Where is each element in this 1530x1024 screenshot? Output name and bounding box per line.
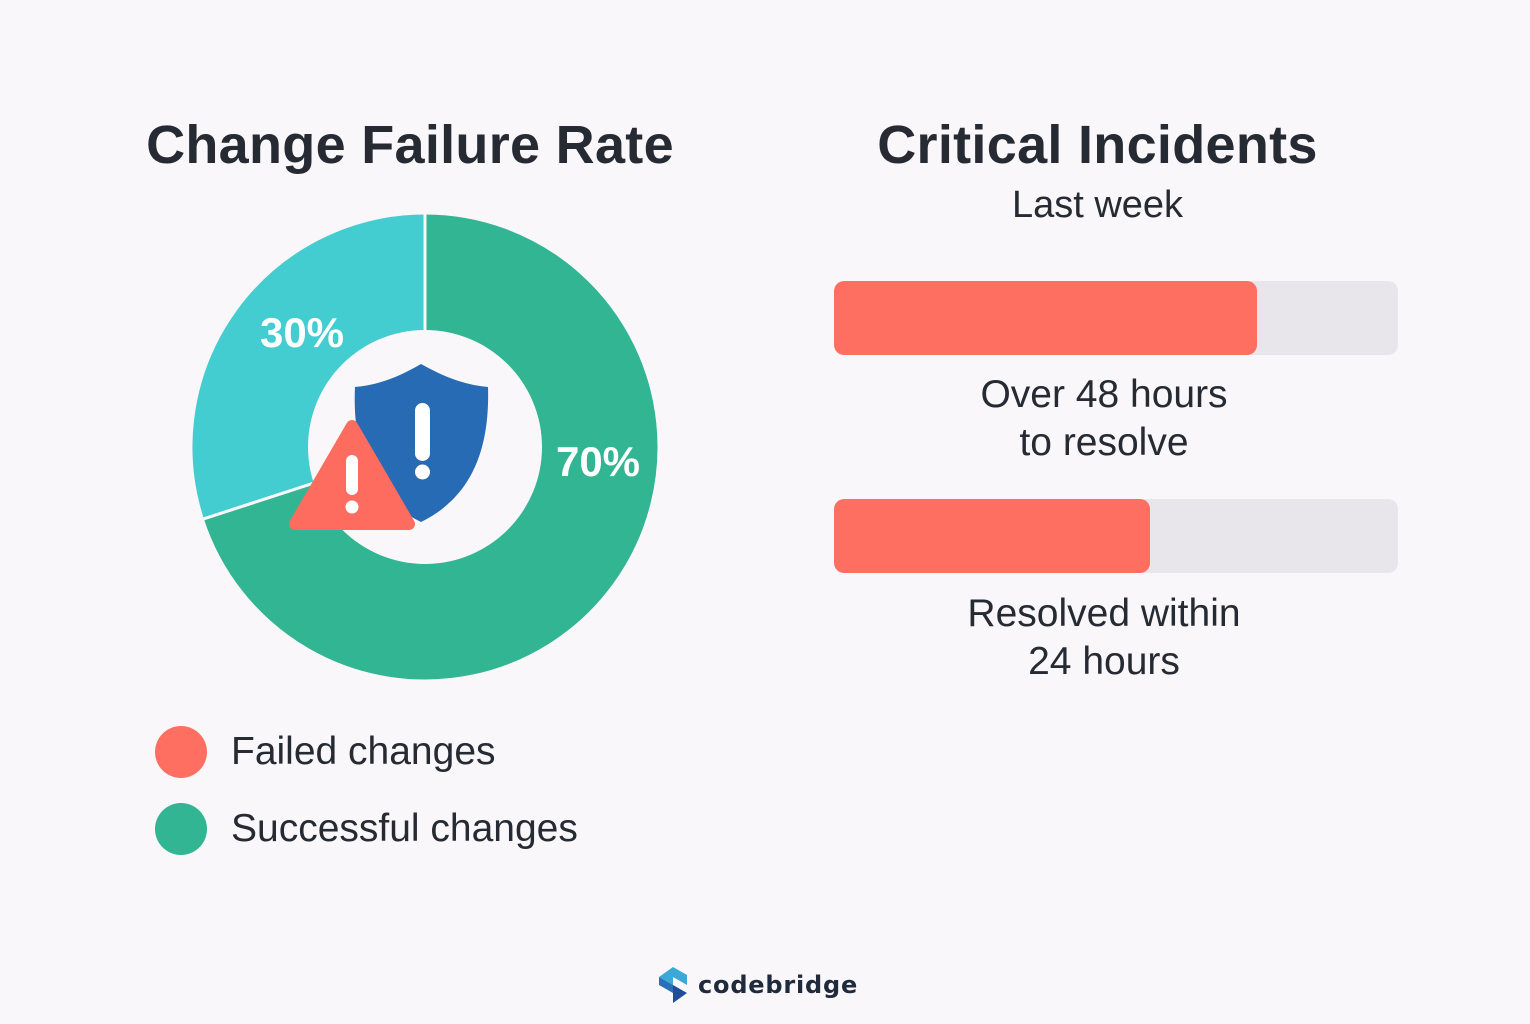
bar-fill-over-48-hours xyxy=(834,281,1257,355)
legend-item-failed: Failed changes xyxy=(155,726,496,778)
bar-track-over-48-hours xyxy=(834,281,1398,355)
legend-label-successful: Successful changes xyxy=(231,807,578,850)
data-label-successful: 70% xyxy=(556,438,640,485)
brand-name: codebridge xyxy=(698,971,859,999)
warning-triangle-icon xyxy=(289,420,415,530)
brand-logo: codebridge xyxy=(658,966,858,1004)
donut-labels: 30% 70% xyxy=(260,309,640,485)
critical-incidents-title: Critical Incidents xyxy=(877,115,1318,175)
codebridge-logo-icon xyxy=(659,967,687,1003)
bar-label-line: to resolve xyxy=(1019,421,1189,464)
bar-label-line: 24 hours xyxy=(1028,640,1180,683)
bar-label-over-48-hours: Over 48 hours to resolve xyxy=(834,371,1374,467)
data-label-failed: 30% xyxy=(260,309,344,356)
critical-incidents-subtitle: Last week xyxy=(1011,184,1184,226)
legend-swatch-successful xyxy=(155,803,207,855)
bar-label-line: Over 48 hours xyxy=(980,373,1228,416)
bar-track-resolved-24-hours xyxy=(834,499,1398,573)
change-failure-donut-chart: 30% 70% xyxy=(189,211,661,683)
legend-swatch-failed xyxy=(155,726,207,778)
bar-fill-resolved-24-hours xyxy=(834,499,1150,573)
bar-label-resolved-24-hours: Resolved within 24 hours xyxy=(834,590,1374,686)
legend-item-successful: Successful changes xyxy=(155,803,578,855)
change-failure-rate-title: Change Failure Rate xyxy=(146,115,674,175)
bar-label-line: Resolved within xyxy=(967,592,1241,635)
legend-label-failed: Failed changes xyxy=(231,730,496,773)
